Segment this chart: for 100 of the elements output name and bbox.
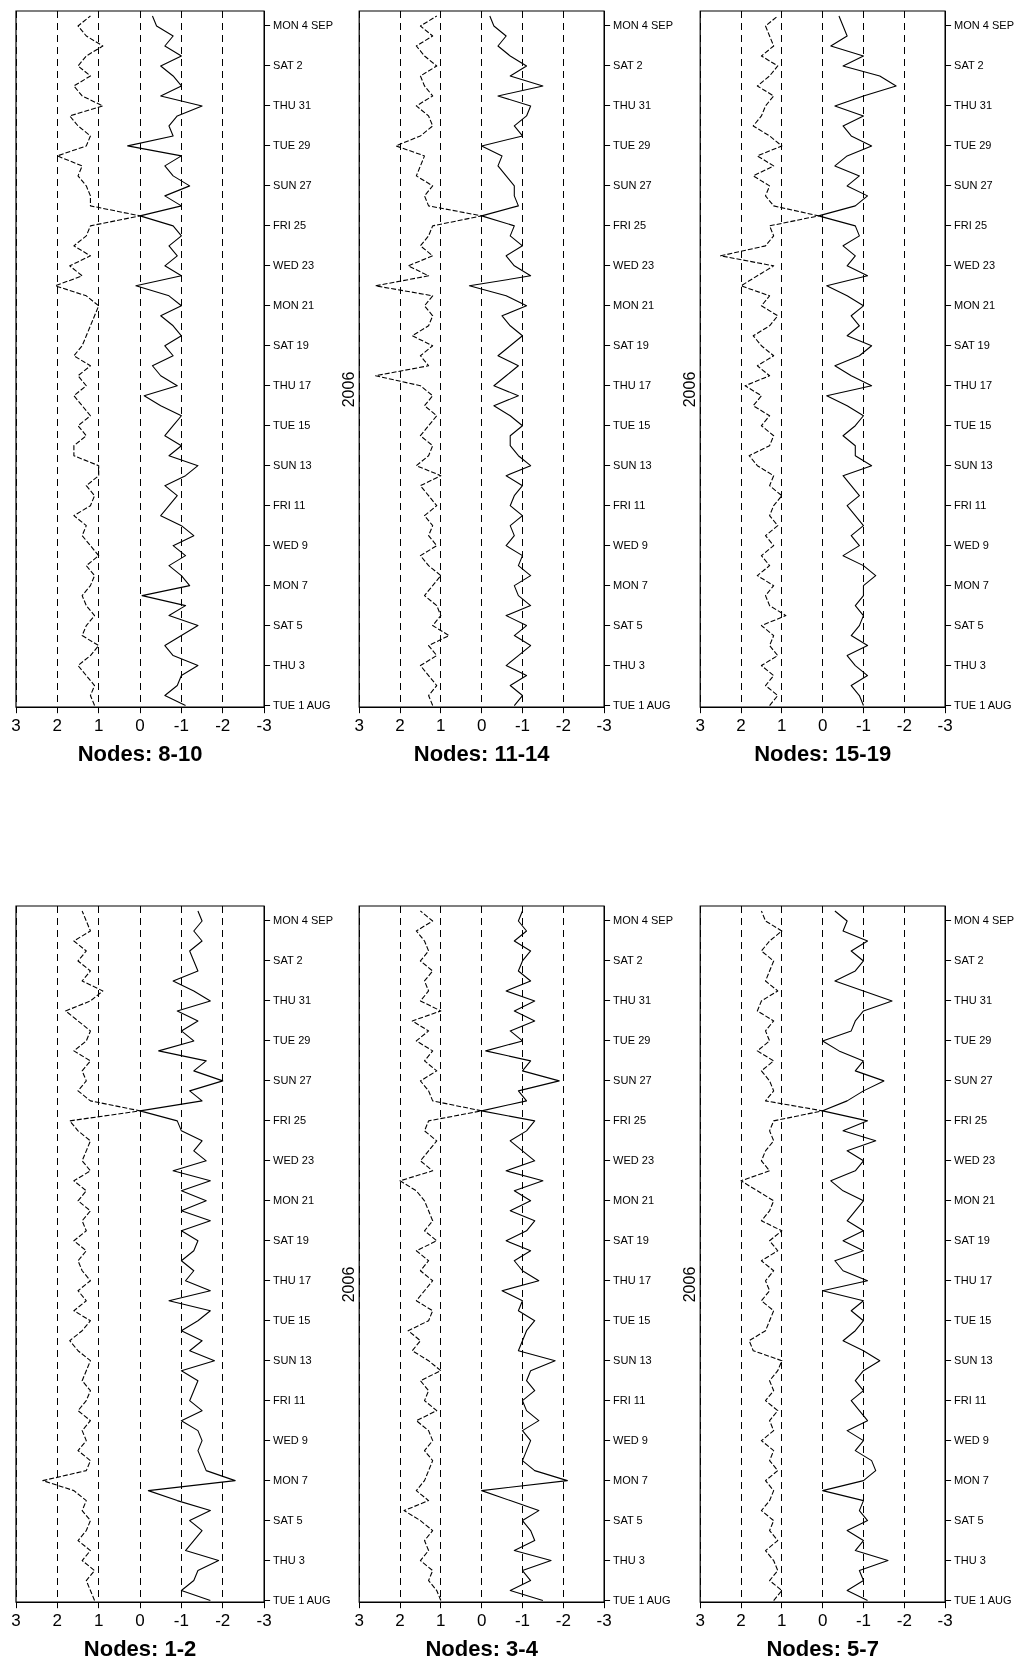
y-tick-label: THU 3 (954, 1553, 986, 1566)
x-tick-label: -2 (215, 716, 231, 736)
y-tick-label: SUN 13 (613, 458, 652, 471)
y-tick-label: MON 4 SEP (954, 19, 1014, 32)
y-tick-label: FRI 11 (613, 1393, 646, 1406)
x-tick-label: -3 (596, 1611, 612, 1631)
y-tick-label: MON 21 (273, 298, 315, 311)
y-tick-label: WED 9 (613, 1433, 648, 1446)
y-tick-label: SAT 2 (613, 58, 643, 71)
y-tick-label: WED 9 (273, 538, 308, 551)
x-tick-label: -1 (514, 1611, 531, 1631)
y-tick-label: SUN 13 (954, 458, 993, 471)
y-tick-label: SUN 27 (613, 1073, 652, 1086)
y-tick-label: SAT 2 (273, 58, 303, 71)
y-tick-label: TUE 29 (613, 138, 651, 151)
y-tick-label: SAT 19 (613, 338, 649, 351)
x-tick-label: -2 (896, 1611, 912, 1631)
y-tick-label: WED 9 (273, 1433, 308, 1446)
y-tick-label: FRI 25 (273, 218, 307, 231)
x-tick-label: 2 (52, 716, 63, 736)
x-tick-label: -3 (256, 716, 272, 736)
x-tick-label: 3 (11, 1611, 21, 1631)
y-tick-label: SAT 19 (273, 338, 309, 351)
y-tick-label: THU 3 (613, 1553, 645, 1566)
y-tick-label: MON 21 (954, 298, 996, 311)
y-tick-label: SAT 19 (613, 1233, 649, 1246)
x-tick-label: 3 (695, 1611, 705, 1631)
y-tick-label: FRI 11 (273, 498, 306, 511)
y-tick-label: MON 21 (613, 1193, 655, 1206)
y-tick-label: SUN 27 (954, 1073, 993, 1086)
text: 2006 (340, 1266, 358, 1303)
x-axis-title: Nodes: 1-2 (83, 1635, 197, 1661)
y-tick-label: SUN 13 (613, 1353, 652, 1366)
y-tick-label: TUE 15 (613, 1313, 651, 1326)
y-tick-label: THU 17 (273, 1273, 311, 1286)
x-tick-label: 3 (11, 716, 21, 736)
y-tick-label: SAT 19 (954, 338, 990, 351)
y-tick-label: MON 4 SEP (613, 19, 673, 32)
y-tick-label: WED 23 (613, 258, 655, 271)
y-tick-label: TUE 29 (613, 1033, 651, 1046)
y-tick-label: TUE 1 AUG (954, 698, 1012, 711)
y-tick-label: WED 9 (613, 538, 648, 551)
x-tick-label: -3 (596, 716, 612, 736)
x-axis-title: Nodes: 15-19 (754, 740, 892, 766)
y-tick-label: TUE 1 AUG (954, 1593, 1012, 1606)
y-tick-label: SUN 27 (613, 178, 652, 191)
y-tick-label: FRI 11 (954, 498, 987, 511)
x-tick-label: 2 (736, 1611, 746, 1631)
y-tick-label: THU 31 (613, 993, 651, 1006)
y-tick-label: THU 17 (954, 378, 992, 391)
y-tick-label: TUE 1 AUG (613, 1593, 671, 1606)
x-tick-label: 3 (354, 716, 364, 736)
x-tick-label: -1 (855, 1611, 872, 1631)
x-tick-label: 0 (476, 1611, 487, 1631)
y-tick-label: SUN 27 (954, 178, 993, 191)
y-tick-label: SUN 13 (954, 1353, 993, 1366)
y-tick-label: WED 23 (954, 258, 996, 271)
y-tick-label: MON 4 SEP (954, 914, 1014, 927)
y-tick-label: MON 21 (273, 1193, 315, 1206)
y-tick-label: FRI 25 (954, 218, 988, 231)
y-tick-label: SAT 2 (273, 953, 303, 966)
x-tick-label: 0 (135, 1611, 145, 1631)
x-tick-label: 0 (135, 716, 145, 736)
y-tick-label: TUE 1 AUG (273, 698, 331, 711)
y-tick-label: FRI 25 (613, 1113, 647, 1126)
y-tick-label: FRI 11 (613, 498, 646, 511)
x-tick-label: 3 (695, 716, 705, 736)
y-tick-label: MON 7 (613, 1473, 648, 1486)
y-tick-label: WED 23 (954, 1153, 996, 1166)
y-tick-label: MON 7 (273, 578, 308, 591)
x-tick-label: 1 (777, 716, 787, 736)
y-tick-label: MON 7 (954, 1473, 989, 1486)
y-tick-label: SAT 5 (954, 1513, 984, 1526)
y-tick-label: SAT 5 (613, 618, 643, 631)
y-tick-label: TUE 29 (273, 1033, 311, 1046)
x-axis-title: Nodes: 8-10 (77, 740, 203, 766)
y-tick-label: SAT 2 (954, 58, 984, 71)
y-tick-label: THU 31 (954, 98, 992, 111)
x-tick-label: 1 (436, 716, 446, 736)
y-tick-label: MON 21 (954, 1193, 996, 1206)
y-tick-label: FRI 25 (273, 1113, 307, 1126)
y-tick-label: THU 17 (613, 378, 651, 391)
x-tick-label: 1 (436, 1611, 446, 1631)
y-tick-label: TUE 29 (273, 138, 311, 151)
x-tick-label: -3 (937, 1611, 953, 1631)
y-tick-label: FRI 11 (273, 1393, 306, 1406)
y-tick-label: FRI 25 (613, 218, 647, 231)
y-tick-label: SAT 19 (273, 1233, 309, 1246)
y-tick-label: MON 4 SEP (273, 914, 333, 927)
y-tick-label: SAT 5 (613, 1513, 643, 1526)
text: 2006 (340, 371, 358, 408)
x-axis-title: Nodes: 11-14 (413, 740, 551, 766)
y-tick-label: SUN 27 (273, 178, 312, 191)
y-tick-label: TUE 15 (273, 1313, 311, 1326)
x-tick-label: -1 (173, 1611, 189, 1631)
y-tick-label: SAT 5 (273, 618, 303, 631)
y-tick-label: MON 4 SEP (613, 914, 673, 927)
x-tick-label: -1 (855, 716, 872, 736)
y-tick-label: FRI 25 (954, 1113, 988, 1126)
y-tick-label: SAT 5 (954, 618, 984, 631)
